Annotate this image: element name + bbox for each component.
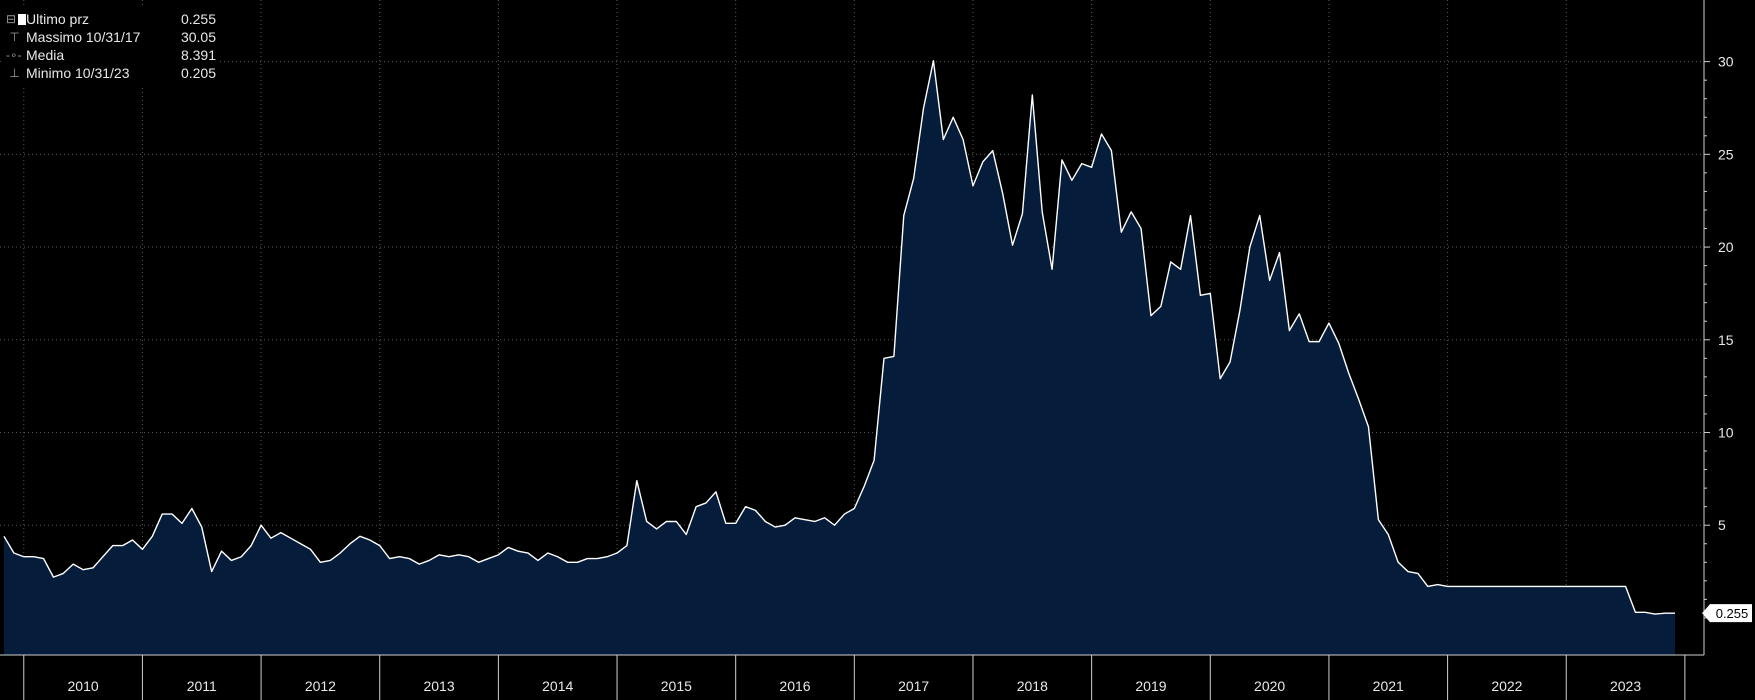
- legend-label: Massimo 10/31/17: [26, 29, 141, 45]
- legend-item-last-price: ⊟ Ultimo prz 0.255: [6, 10, 216, 28]
- legend-value: 0.255: [180, 11, 216, 27]
- last-price-marker-layer: 0.255: [1702, 604, 1752, 623]
- legend-label: Ultimo prz: [26, 11, 90, 27]
- legend-label: Minimo 10/31/23: [26, 65, 130, 81]
- high-marker-icon: ⊤: [6, 30, 20, 44]
- axes: [0, 0, 1710, 700]
- series-area: [4, 60, 1675, 655]
- legend-label: Media: [26, 47, 65, 63]
- x-tick-label: 2012: [305, 678, 336, 694]
- y-tick-label: 10: [1718, 424, 1734, 440]
- average-marker-icon: -∘-: [6, 48, 22, 62]
- x-tick-label: 2019: [1135, 678, 1166, 694]
- x-tick-label: 2020: [1254, 678, 1285, 694]
- x-tick-label: 2010: [68, 678, 99, 694]
- grid-lines: [0, 0, 1704, 655]
- last-price-label: 0.255: [1716, 606, 1749, 621]
- legend: ⊟ Ultimo prz 0.255 ⊤ Massimo 10/31/17 30…: [2, 8, 220, 86]
- filled-square-icon: ⊟: [6, 10, 26, 28]
- y-tick-label: 15: [1718, 332, 1734, 348]
- legend-item-average: -∘- Media 8.391: [6, 46, 216, 64]
- low-marker-icon: ⊥: [6, 66, 20, 80]
- legend-value: 30.05: [180, 29, 216, 45]
- legend-value: 0.205: [180, 65, 216, 81]
- x-tick-label: 2021: [1373, 678, 1404, 694]
- x-tick-label: 2022: [1491, 678, 1522, 694]
- y-tick-label: 25: [1718, 146, 1734, 162]
- x-tick-label: 2011: [187, 678, 217, 694]
- y-tick-label: 5: [1718, 517, 1726, 533]
- series-line: [3, 60, 1675, 615]
- x-tick-label: 2016: [779, 678, 810, 694]
- x-tick-label: 2018: [1017, 678, 1048, 694]
- y-tick-label: 20: [1718, 239, 1734, 255]
- x-tick-label: 2014: [542, 678, 573, 694]
- series-area-layer: [3, 60, 1675, 655]
- last-price-badge: [1702, 604, 1752, 623]
- y-tick-label: 30: [1718, 54, 1734, 70]
- x-tick-label: 2017: [898, 678, 929, 694]
- x-tick-label: 2013: [423, 678, 454, 694]
- legend-item-low: ⊥ Minimo 10/31/23 0.205: [6, 64, 216, 82]
- x-tick-label: 2015: [661, 678, 692, 694]
- legend-item-high: ⊤ Massimo 10/31/17 30.05: [6, 28, 216, 46]
- legend-value: 8.391: [180, 47, 216, 63]
- tick-labels: 5 10 15 20 25 30 2010 2011 2012 2013 2014 2015 2016 2…: [68, 54, 1734, 694]
- x-tick-label: 2023: [1610, 678, 1641, 694]
